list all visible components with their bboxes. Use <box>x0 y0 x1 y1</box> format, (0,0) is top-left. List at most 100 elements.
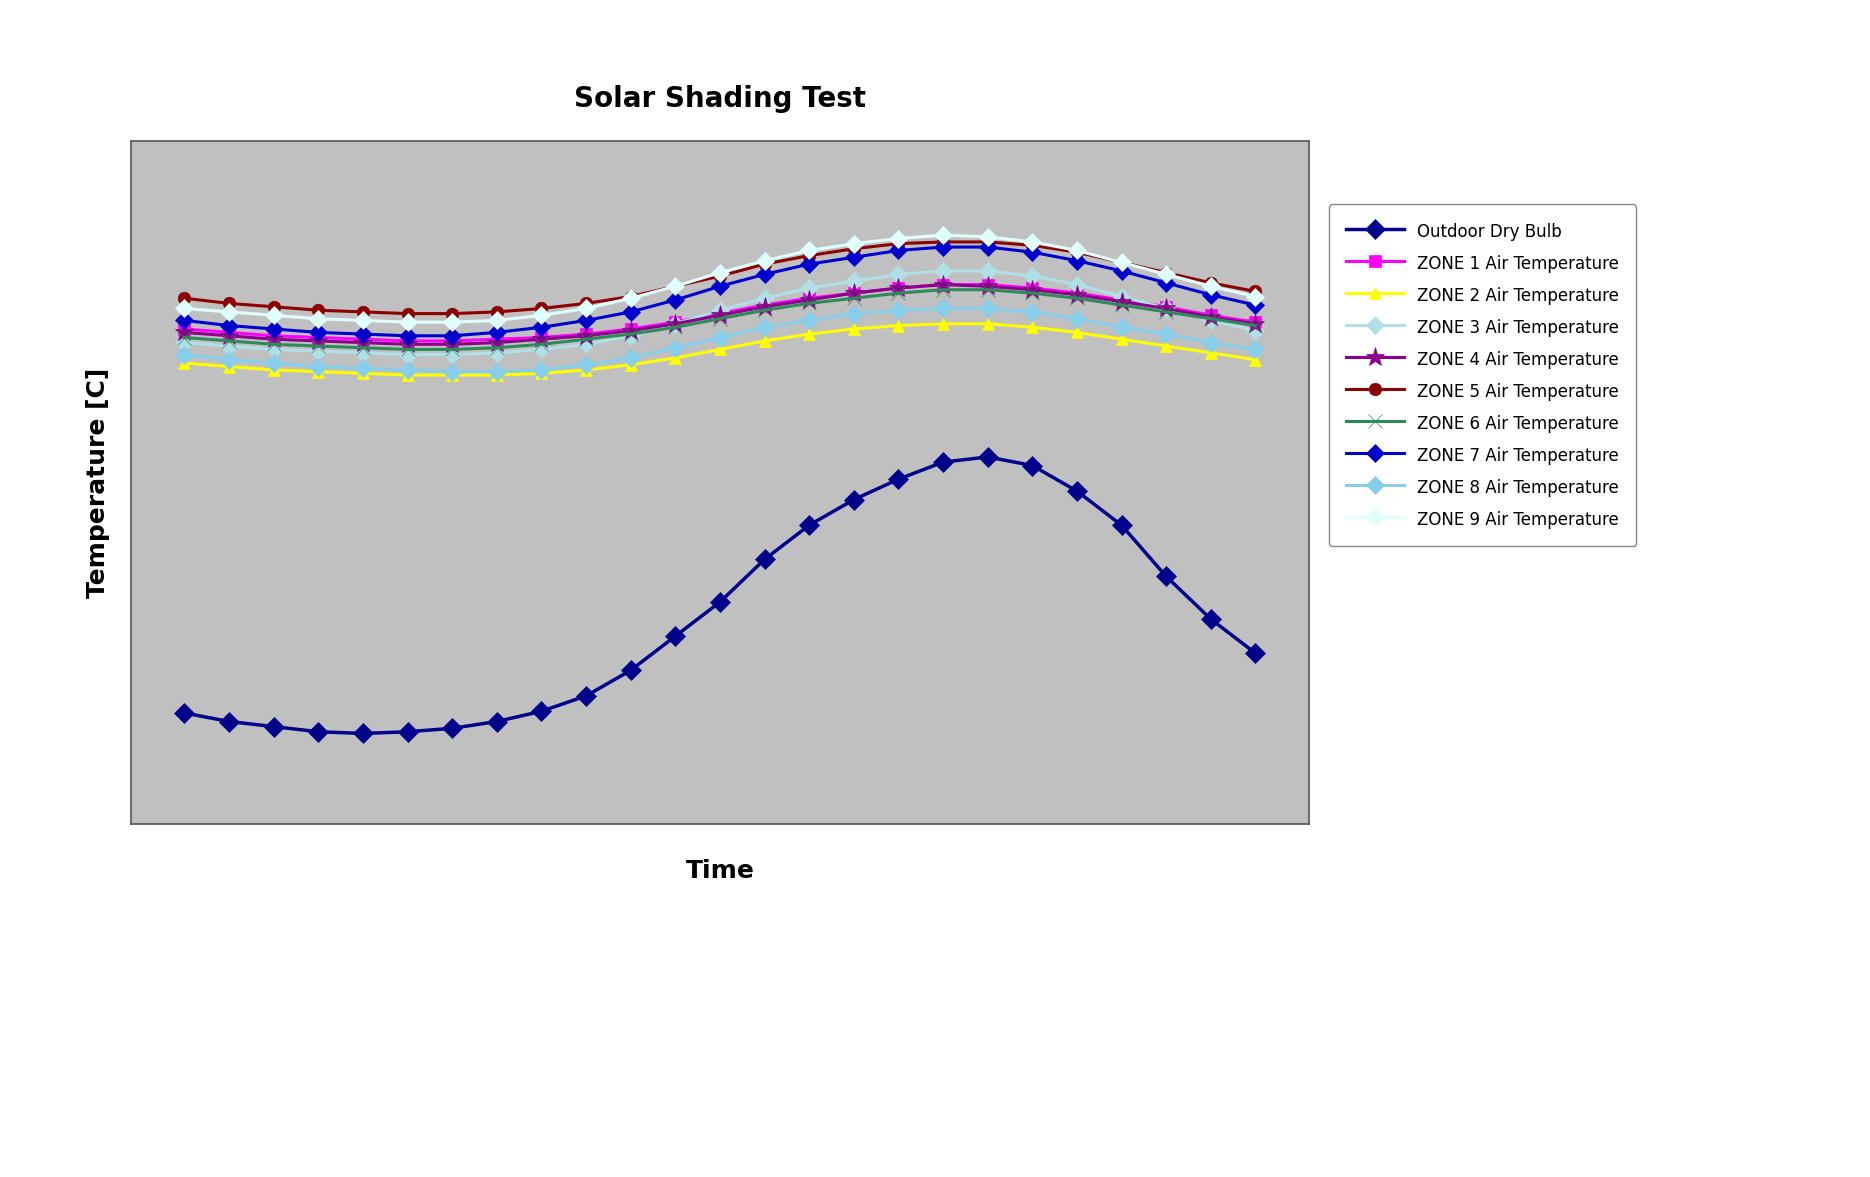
ZONE 7 Air Temperature <box>217 319 239 333</box>
ZONE 3 Air Temperature <box>931 264 954 278</box>
Line: ZONE 3 Air Temperature: ZONE 3 Air Temperature <box>178 265 1262 361</box>
ZONE 7 Air Temperature <box>1244 298 1266 312</box>
ZONE 9 Air Temperature <box>352 313 374 327</box>
ZONE 3 Air Temperature <box>1021 270 1043 284</box>
ZONE 5 Air Temperature <box>531 301 554 315</box>
ZONE 4 Air Temperature <box>1201 310 1223 324</box>
ZONE 9 Air Temperature <box>709 266 731 280</box>
ZONE 2 Air Temperature <box>262 363 284 377</box>
ZONE 5 Air Temperature <box>396 306 419 320</box>
ZONE 4 Air Temperature <box>664 317 686 331</box>
ZONE 1 Air Temperature <box>1201 308 1223 322</box>
ZONE 8 Air Temperature <box>441 365 464 379</box>
ZONE 8 Air Temperature <box>1201 335 1223 350</box>
ZONE 3 Air Temperature <box>619 328 641 343</box>
ZONE 4 Air Temperature <box>619 324 641 338</box>
ZONE 2 Air Temperature <box>352 366 374 380</box>
ZONE 6 Air Temperature <box>1244 319 1266 333</box>
Outdoor Dry Bulb <box>664 630 686 644</box>
ZONE 4 Air Temperature <box>1244 317 1266 331</box>
ZONE 2 Air Temperature <box>886 319 909 333</box>
ZONE 4 Air Temperature <box>174 325 196 339</box>
ZONE 5 Air Temperature <box>1111 255 1133 270</box>
ZONE 4 Air Temperature <box>531 332 554 346</box>
ZONE 5 Air Temperature <box>619 290 641 304</box>
ZONE 9 Air Temperature <box>886 232 909 246</box>
Outdoor Dry Bulb <box>798 518 821 532</box>
ZONE 1 Air Temperature <box>709 306 731 320</box>
ZONE 1 Air Temperature <box>441 334 464 348</box>
ZONE 9 Air Temperature <box>574 301 597 315</box>
ZONE 6 Air Temperature <box>843 291 866 305</box>
ZONE 6 Air Temperature <box>217 334 239 348</box>
ZONE 2 Air Temperature <box>574 363 597 377</box>
Line: Outdoor Dry Bulb: Outdoor Dry Bulb <box>178 450 1262 740</box>
ZONE 8 Air Temperature <box>754 320 776 334</box>
Outdoor Dry Bulb <box>1156 570 1178 584</box>
ZONE 9 Air Temperature <box>486 313 509 327</box>
Line: ZONE 7 Air Temperature: ZONE 7 Air Temperature <box>178 241 1262 343</box>
ZONE 6 Air Temperature <box>262 338 284 352</box>
Outdoor Dry Bulb <box>441 722 464 736</box>
ZONE 5 Air Temperature <box>843 241 866 255</box>
ZONE 3 Air Temperature <box>1244 324 1266 338</box>
ZONE 1 Air Temperature <box>664 315 686 330</box>
Line: ZONE 8 Air Temperature: ZONE 8 Air Temperature <box>178 302 1262 378</box>
ZONE 6 Air Temperature <box>1201 312 1223 326</box>
ZONE 5 Air Temperature <box>1066 245 1088 259</box>
ZONE 9 Air Temperature <box>217 305 239 319</box>
ZONE 8 Air Temperature <box>352 361 374 375</box>
ZONE 1 Air Temperature <box>574 327 597 341</box>
ZONE 2 Air Temperature <box>664 351 686 365</box>
ZONE 7 Air Temperature <box>976 240 999 254</box>
ZONE 1 Air Temperature <box>262 328 284 343</box>
ZONE 1 Air Temperature <box>1156 300 1178 314</box>
ZONE 8 Air Temperature <box>886 304 909 318</box>
ZONE 8 Air Temperature <box>1021 305 1043 319</box>
ZONE 6 Air Temperature <box>486 340 509 354</box>
Outdoor Dry Bulb <box>886 472 909 486</box>
ZONE 4 Air Temperature <box>486 335 509 350</box>
ZONE 8 Air Temperature <box>396 363 419 377</box>
ZONE 2 Air Temperature <box>798 327 821 341</box>
ZONE 4 Air Temperature <box>1066 288 1088 302</box>
ZONE 5 Air Temperature <box>709 270 731 284</box>
ZONE 8 Air Temperature <box>1066 312 1088 326</box>
ZONE 7 Air Temperature <box>396 328 419 343</box>
ZONE 6 Air Temperature <box>931 282 954 297</box>
Outdoor Dry Bulb <box>262 719 284 733</box>
Y-axis label: Temperature [C]: Temperature [C] <box>86 367 110 598</box>
ZONE 1 Air Temperature <box>1111 293 1133 307</box>
ZONE 8 Air Temperature <box>709 331 731 345</box>
ZONE 2 Air Temperature <box>619 358 641 372</box>
ZONE 3 Air Temperature <box>976 264 999 278</box>
ZONE 7 Air Temperature <box>664 293 686 307</box>
ZONE 8 Air Temperature <box>307 359 329 373</box>
ZONE 9 Air Temperature <box>976 230 999 244</box>
ZONE 5 Air Temperature <box>1244 285 1266 299</box>
ZONE 8 Air Temperature <box>1111 320 1133 334</box>
ZONE 7 Air Temperature <box>262 322 284 337</box>
ZONE 3 Air Temperature <box>886 267 909 281</box>
ZONE 1 Air Temperature <box>1244 315 1266 330</box>
ZONE 3 Air Temperature <box>1066 278 1088 292</box>
ZONE 7 Air Temperature <box>886 244 909 258</box>
ZONE 7 Air Temperature <box>709 279 731 293</box>
ZONE 4 Air Temperature <box>441 338 464 352</box>
ZONE 6 Air Temperature <box>976 282 999 297</box>
ZONE 2 Air Temperature <box>307 365 329 379</box>
ZONE 5 Air Temperature <box>1156 266 1178 280</box>
ZONE 9 Air Temperature <box>1201 279 1223 293</box>
ZONE 2 Air Temperature <box>486 368 509 383</box>
ZONE 6 Air Temperature <box>619 327 641 341</box>
ZONE 4 Air Temperature <box>217 328 239 343</box>
ZONE 2 Air Temperature <box>1021 320 1043 334</box>
ZONE 4 Air Temperature <box>843 286 866 300</box>
ZONE 1 Air Temperature <box>931 278 954 292</box>
Legend: Outdoor Dry Bulb, ZONE 1 Air Temperature, ZONE 2 Air Temperature, ZONE 3 Air Tem: Outdoor Dry Bulb, ZONE 1 Air Temperature… <box>1330 204 1636 546</box>
ZONE 8 Air Temperature <box>486 365 509 379</box>
ZONE 6 Air Temperature <box>396 343 419 357</box>
ZONE 2 Air Temperature <box>396 368 419 383</box>
ZONE 7 Air Temperature <box>1111 264 1133 278</box>
ZONE 9 Air Temperature <box>1021 235 1043 250</box>
